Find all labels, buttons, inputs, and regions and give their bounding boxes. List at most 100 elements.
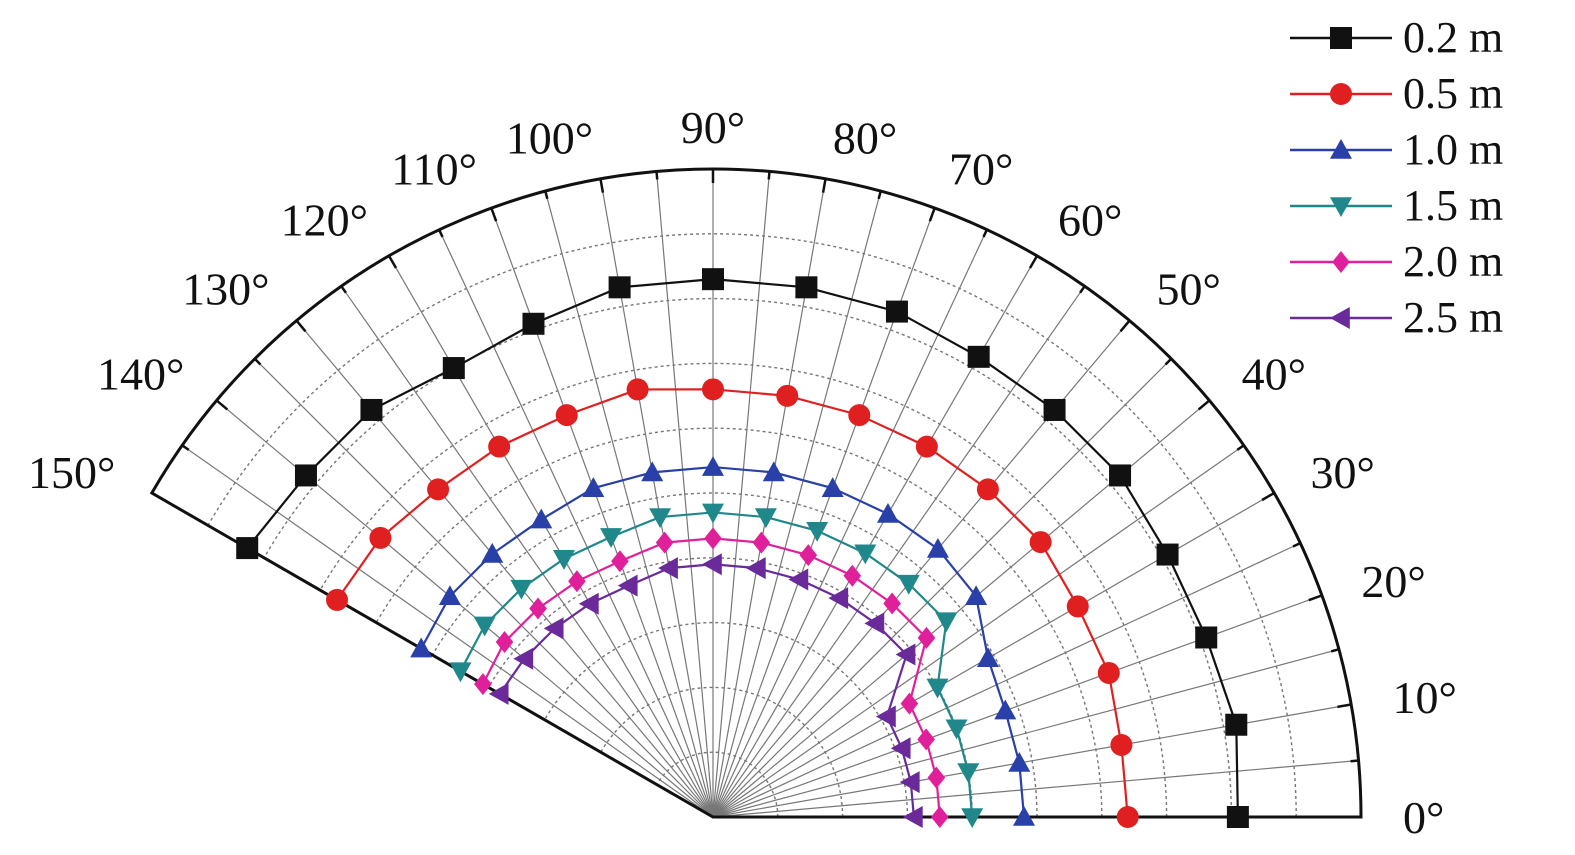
data-point xyxy=(600,528,623,548)
data-point xyxy=(641,461,664,482)
data-point xyxy=(410,637,433,658)
grid-spoke xyxy=(544,190,714,818)
data-point xyxy=(885,300,908,323)
legend-marker xyxy=(1330,27,1352,49)
legend-swatch xyxy=(1290,27,1392,49)
data-point xyxy=(1029,531,1052,554)
tick-mark xyxy=(982,229,988,238)
angle-tick-label: 20° xyxy=(1361,556,1425,607)
data-point xyxy=(530,508,553,529)
grid-spoke xyxy=(438,229,714,818)
grid-arc xyxy=(207,233,1297,818)
data-point xyxy=(294,464,317,487)
data-point xyxy=(806,522,829,542)
angle-tick-label: 140° xyxy=(97,348,184,399)
angle-tick-labels: 0° 10° 20° 30°40° 50° 60° 70° 80° 90° 100° 110° 120… xyxy=(28,102,1457,843)
tick-mark xyxy=(1079,285,1086,294)
legend-marker xyxy=(1330,197,1352,217)
data-point xyxy=(649,508,672,529)
legend-label: 0.2 m xyxy=(1403,13,1504,62)
angle-tick-label: 130° xyxy=(182,263,269,314)
data-point xyxy=(875,705,896,728)
data-point xyxy=(438,585,461,606)
angle-tick-label: 70° xyxy=(949,144,1013,195)
angle-tick-label: 110° xyxy=(391,144,477,195)
angle-tick-label: 60° xyxy=(1058,194,1122,245)
tick-mark xyxy=(1337,703,1352,709)
grid-spoke xyxy=(712,444,1245,818)
tick-mark xyxy=(1330,648,1340,653)
grid-arc xyxy=(487,557,973,818)
data-point xyxy=(655,531,674,554)
data-point xyxy=(1013,806,1036,826)
data-point xyxy=(957,763,980,783)
legend-swatch xyxy=(1290,139,1392,159)
data-point xyxy=(608,276,631,299)
data-point xyxy=(702,553,722,576)
tick-mark xyxy=(387,255,398,269)
data-point xyxy=(552,550,575,570)
data-point xyxy=(495,631,514,654)
grid-spoke xyxy=(712,171,771,818)
series-line-5 xyxy=(498,563,915,818)
tick-mark xyxy=(1292,542,1301,548)
angle-tick-label: 0° xyxy=(1403,792,1444,843)
data-point xyxy=(369,526,392,549)
data-point xyxy=(900,692,919,715)
angle-tick-label: 100° xyxy=(506,112,593,163)
grid-arc xyxy=(375,427,1103,818)
data-point xyxy=(788,568,809,591)
grid-spoke xyxy=(181,444,714,818)
grid-spoke xyxy=(712,594,1323,818)
data-point xyxy=(994,699,1017,720)
tick-mark xyxy=(1119,319,1131,333)
data-point xyxy=(1110,733,1133,756)
grid-spoke xyxy=(712,648,1340,818)
data-point xyxy=(915,435,938,458)
tick-mark xyxy=(928,207,936,222)
data-point xyxy=(442,357,465,380)
series-layer xyxy=(236,268,1249,828)
legend-item: 1.0 m xyxy=(1288,122,1568,178)
legend-swatch xyxy=(1290,251,1392,273)
data-point xyxy=(529,597,547,620)
data-point xyxy=(510,579,533,600)
data-point xyxy=(935,612,958,633)
data-point xyxy=(1109,464,1132,487)
data-point xyxy=(658,557,678,580)
grid-spoke xyxy=(712,190,882,818)
angle-tick-label: 50° xyxy=(1157,263,1221,314)
series-line-3 xyxy=(459,511,974,818)
data-point xyxy=(488,682,509,705)
tick-mark xyxy=(1308,594,1323,602)
tick-mark xyxy=(877,190,882,200)
data-point xyxy=(449,662,472,683)
data-point xyxy=(902,806,923,828)
tick-mark xyxy=(1028,255,1039,269)
data-point xyxy=(326,588,349,611)
legend-marker xyxy=(1332,251,1350,273)
data-point xyxy=(543,617,564,640)
data-point xyxy=(762,461,785,482)
tick-mark xyxy=(1164,357,1173,366)
grid-spoke xyxy=(712,358,1172,818)
data-point xyxy=(1097,661,1120,684)
data-point xyxy=(967,345,990,368)
data-point xyxy=(1066,595,1089,618)
legend-item: 0.2 m xyxy=(1288,10,1568,66)
angle-tick-label: 80° xyxy=(833,112,897,163)
data-point xyxy=(702,503,724,524)
tick-mark xyxy=(767,171,771,180)
data-point xyxy=(776,384,799,407)
data-point xyxy=(795,276,818,299)
tick-mark xyxy=(340,285,347,294)
grid-spoke xyxy=(712,542,1301,818)
data-point xyxy=(488,435,511,458)
tick-mark xyxy=(215,399,229,411)
legend-marker xyxy=(1330,307,1350,329)
data-point xyxy=(917,728,935,751)
data-point xyxy=(1116,806,1139,828)
grid-spoke xyxy=(388,255,714,818)
data-point xyxy=(360,398,383,421)
